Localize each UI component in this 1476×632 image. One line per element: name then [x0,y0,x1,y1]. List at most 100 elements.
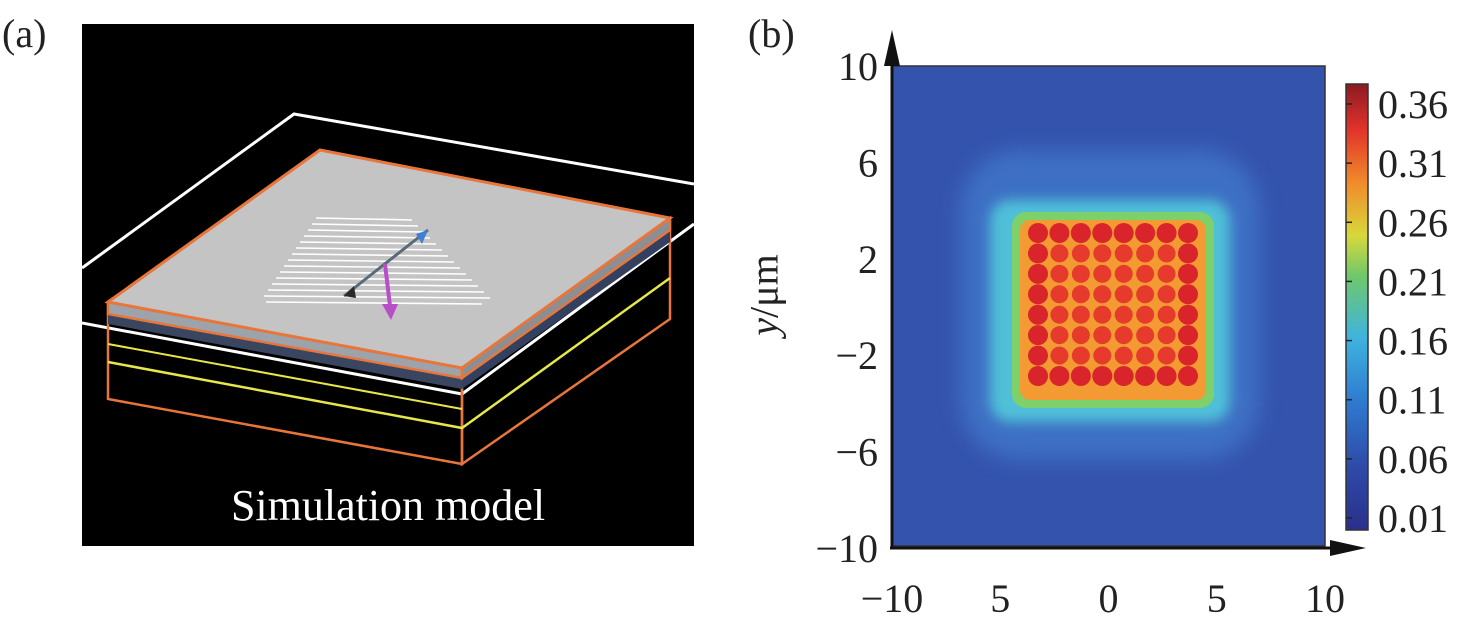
dipole-axis [343,228,429,298]
hot-spot [1028,366,1048,386]
hot-spot [1113,366,1134,386]
hot-spot [1114,346,1133,365]
hot-spot [1157,285,1176,304]
hot-spot [1028,284,1048,305]
y-axis-arrow [884,30,900,66]
hot-spot [1071,305,1090,324]
hot-spot [1157,244,1176,263]
field-distribution-plot: 10 6 2 −2 −6 −10 −10 5 0 5 10 0.36 0.31 0.26 0.21 0.1… [815,30,1448,621]
hot-spot [1136,285,1155,304]
hot-spot [1028,243,1048,264]
colorbar-ticks: 0.36 0.31 0.26 0.21 0.16 0.11 0.06 0.01 [1346,82,1448,541]
hot-spot [1049,223,1070,243]
y-axis-ticks: 10 6 2 −2 −6 −10 [815,44,878,571]
x-tick-label: 5 [1207,576,1227,621]
hot-spot [1157,326,1176,345]
hot-spot [1071,285,1090,304]
colorbar-tick-label: 0.36 [1378,82,1448,127]
hot-spot [1070,366,1091,386]
colorbar-tick-label: 0.21 [1378,259,1448,304]
x-tick-label: −10 [861,576,924,621]
hot-spot [1156,366,1177,386]
hot-spot [1178,304,1198,325]
simulation-model-render [82,112,694,467]
x-axis-ticks: −10 5 0 5 10 [861,576,1345,621]
hot-spot [1093,305,1112,324]
hot-spot [1114,244,1133,263]
panel-b-label: (b) [748,11,795,56]
hot-spot [1093,264,1112,283]
colorbar-tick-label: 0.01 [1378,496,1448,541]
hot-spot [1028,304,1048,325]
hot-spot [1136,326,1155,345]
colorbar-tick-label: 0.11 [1378,378,1447,423]
y-tick-label: −6 [835,430,878,475]
hot-spot [1028,223,1048,243]
hot-spot [1092,223,1113,243]
hot-spot [1114,326,1133,345]
hot-spot [1136,305,1155,324]
hot-spot [1178,263,1198,284]
hot-spot [1135,366,1156,386]
hot-spot [1157,305,1176,324]
hot-spot [1050,305,1069,324]
x-tick-label: 5 [990,576,1010,621]
hot-spot [1049,366,1070,386]
hot-spot [1178,325,1198,346]
hot-spot [1093,285,1112,304]
hot-spot [1114,285,1133,304]
hot-spot [1178,366,1198,386]
hot-spot [1050,264,1069,283]
hot-spot [1136,264,1155,283]
panel-a-label: (a) [2,11,47,56]
outer-boundary-back [82,112,694,270]
dipole-pink-shaft [383,263,392,307]
hot-spot [1136,346,1155,365]
hot-spot [1028,325,1048,346]
hot-spot [1093,346,1112,365]
hot-spot [1071,326,1090,345]
hot-spot [1071,244,1090,263]
hot-spot [1028,345,1048,366]
hot-spot [1156,223,1177,243]
hot-spot [1071,264,1090,283]
dipole-pink-arrowhead [382,304,398,320]
simulation-caption: Simulation model [230,481,546,530]
y-tick-label: 6 [858,140,878,185]
dipole-dark-arrowhead [344,286,356,298]
hot-spot [1093,244,1112,263]
colorbar-tick-label: 0.06 [1378,437,1448,482]
hot-spot [1178,223,1198,243]
hot-spot [1178,284,1198,305]
hot-spot [1157,264,1176,283]
hot-spot [1135,223,1156,243]
hot-spot [1113,223,1134,243]
hot-spot [1136,244,1155,263]
hot-spot [1028,263,1048,284]
y-tick-label: 10 [838,44,878,89]
x-tick-label: 10 [1305,576,1345,621]
hot-spot [1178,345,1198,366]
colorbar-tick-label: 0.16 [1378,319,1448,364]
heatmap-spots [1028,223,1198,386]
yellow-layer-front [107,276,671,430]
hot-spot [1071,346,1090,365]
y-tick-label: −2 [835,333,878,378]
yellow-layer-upper [107,343,463,410]
hot-spot [1050,326,1069,345]
heatmap-square [1020,220,1206,400]
x-axis-arrow [1330,540,1366,556]
hot-spot [1050,285,1069,304]
colorbar [1345,83,1369,531]
hot-spot [1178,243,1198,264]
y-tick-label: 2 [858,237,878,282]
colorbar-tick-label: 0.26 [1378,200,1448,245]
hot-spot [1093,326,1112,345]
hot-spot [1114,264,1133,283]
hot-spot [1050,244,1069,263]
y-tick-label: −10 [815,526,878,571]
grating-pattern [263,217,491,305]
dark-layer-side [462,229,670,389]
heatmap-image [892,66,1325,546]
hot-spot [1092,366,1113,386]
